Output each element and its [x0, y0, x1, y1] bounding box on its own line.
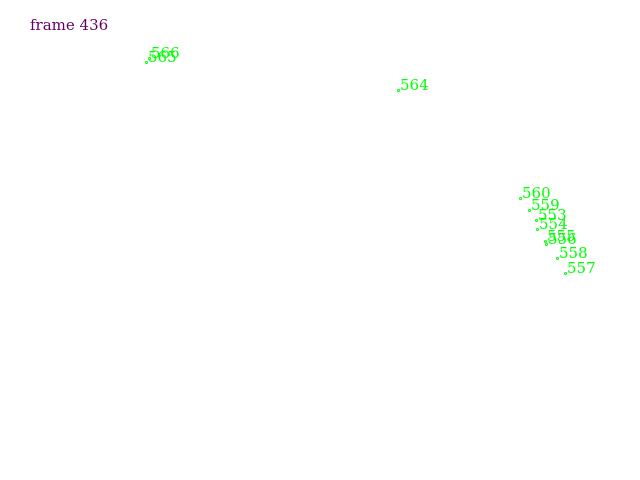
marker-label: 558 — [559, 244, 588, 262]
marker-point-icon — [528, 209, 531, 212]
marker-point-icon — [556, 257, 559, 260]
marker-point-icon — [519, 197, 522, 200]
marker-label: 566 — [151, 44, 180, 62]
marker-point-icon — [397, 89, 400, 92]
marker-label: 553 — [538, 206, 567, 224]
marker-label: 557 — [567, 259, 596, 277]
marker-label: 565 — [148, 48, 177, 66]
marker-point-icon — [148, 57, 151, 60]
marker-point-icon — [544, 240, 547, 243]
marker-label: 564 — [400, 76, 429, 94]
marker-point-icon — [145, 61, 148, 64]
marker-point-icon — [545, 243, 548, 246]
frame-number-label: frame 436 — [30, 16, 109, 34]
marker-label: 560 — [522, 184, 551, 202]
marker-point-icon — [535, 219, 538, 222]
marker-label: 556 — [548, 230, 577, 248]
marker-point-icon — [536, 228, 539, 231]
marker-point-icon — [564, 272, 567, 275]
marker-label: 555 — [547, 227, 576, 245]
marker-label: 559 — [531, 196, 560, 214]
marker-label: 554 — [539, 215, 568, 233]
